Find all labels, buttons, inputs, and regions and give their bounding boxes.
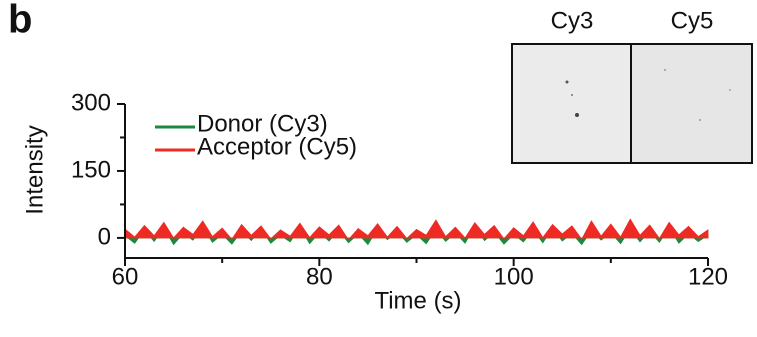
inset-label: Cy5 (671, 7, 714, 34)
y-tick-label: 0 (98, 223, 111, 250)
x-tick-label: 80 (306, 263, 333, 290)
spot (566, 81, 569, 84)
page: {"chart_data": {"type": "area", "panel_l… (0, 0, 757, 337)
spot (664, 69, 666, 71)
inset-image-cy3 (512, 44, 631, 163)
y-tick-label: 150 (71, 156, 111, 183)
inset-label: Cy3 (551, 7, 594, 34)
x-tick-label: 60 (112, 263, 139, 290)
spot (571, 94, 573, 96)
x-tick-label: 120 (688, 263, 728, 290)
inset: Cy3 Cy5 (512, 7, 752, 163)
chart: b Intensity Time (s) Cy3 Cy5 0 150 300 60 80… (0, 0, 757, 337)
y-axis-label: Intensity (21, 125, 48, 214)
legend-label: Acceptor (Cy5) (197, 133, 357, 160)
x-tick-label: 100 (494, 263, 534, 290)
spot (575, 113, 579, 117)
spot (699, 119, 701, 121)
inset-image-cy5 (631, 44, 752, 163)
spot (729, 89, 731, 91)
panel-label: b (8, 0, 32, 42)
y-tick-label: 300 (71, 89, 111, 116)
series-area (125, 219, 708, 240)
x-axis-label: Time (s) (374, 287, 461, 314)
